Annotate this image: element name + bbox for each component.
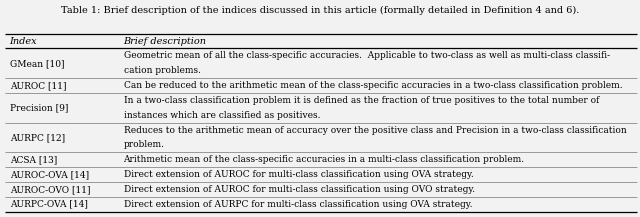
- Text: AURPC-OVA [14]: AURPC-OVA [14]: [10, 200, 88, 209]
- Text: Table 1: Brief description of the indices discussed in this article (formally de: Table 1: Brief description of the indice…: [61, 5, 579, 15]
- Text: GMean [10]: GMean [10]: [10, 59, 64, 68]
- Text: Arithmetic mean of the class-specific accuracies in a multi-class classification: Arithmetic mean of the class-specific ac…: [124, 155, 525, 164]
- Text: problem.: problem.: [124, 140, 164, 149]
- Text: AUROC [11]: AUROC [11]: [10, 81, 66, 90]
- Text: Precision [9]: Precision [9]: [10, 103, 68, 112]
- Text: Reduces to the arithmetic mean of accuracy over the positive class and Precision: Reduces to the arithmetic mean of accura…: [124, 125, 627, 135]
- Text: AUROC-OVA [14]: AUROC-OVA [14]: [10, 170, 89, 179]
- Text: Direct extension of AURPC for multi-class classification using OVA strategy.: Direct extension of AURPC for multi-clas…: [124, 200, 472, 209]
- Text: In a two-class classification problem it is defined as the fraction of true posi: In a two-class classification problem it…: [124, 96, 599, 105]
- Text: Brief description: Brief description: [124, 36, 207, 46]
- Text: Direct extension of AUROC for multi-class classification using OVO strategy.: Direct extension of AUROC for multi-clas…: [124, 185, 475, 194]
- Text: AURPC [12]: AURPC [12]: [10, 133, 65, 142]
- Text: Index: Index: [10, 36, 37, 46]
- Text: ACSA [13]: ACSA [13]: [10, 155, 57, 164]
- Text: instances which are classified as positives.: instances which are classified as positi…: [124, 111, 320, 120]
- Text: Can be reduced to the arithmetic mean of the class-specific accuracies in a two-: Can be reduced to the arithmetic mean of…: [124, 81, 622, 90]
- Text: AUROC-OVO [11]: AUROC-OVO [11]: [10, 185, 90, 194]
- Text: Direct extension of AUROC for multi-class classification using OVA strategy.: Direct extension of AUROC for multi-clas…: [124, 170, 473, 179]
- Text: Geometric mean of all the class-specific accuracies.  Applicable to two-class as: Geometric mean of all the class-specific…: [124, 51, 610, 60]
- Text: cation problems.: cation problems.: [124, 66, 200, 75]
